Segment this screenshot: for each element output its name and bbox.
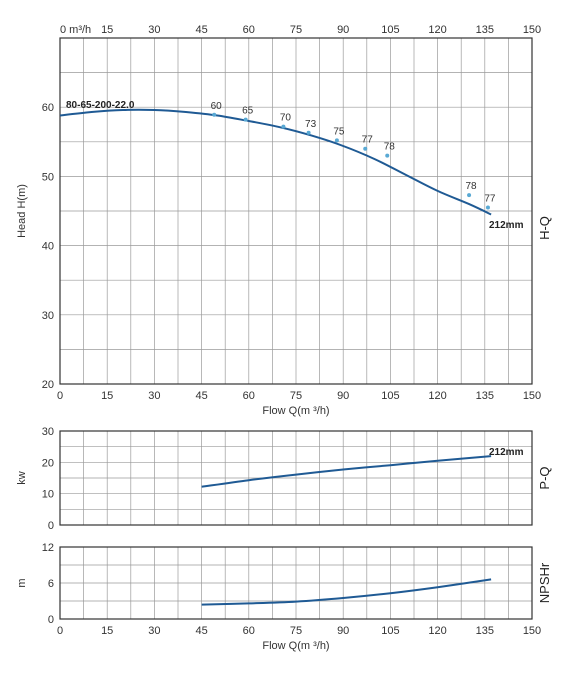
plot-frame — [59, 546, 533, 620]
y-tick-label: 60 — [42, 102, 54, 114]
y-axis-title-m: m — [16, 578, 28, 587]
x-tick-label: 30 — [148, 625, 160, 637]
efficiency-label: 70 — [280, 113, 292, 124]
x-tick-label: 135 — [476, 625, 494, 637]
y-tick-label: 10 — [42, 489, 54, 501]
x-tick-label: 15 — [101, 625, 113, 637]
top-axis-unit-label: 0 m³/h — [60, 24, 91, 36]
x-tick-label: 120 — [428, 625, 446, 637]
efficiency-point — [306, 130, 311, 135]
x-tick-label: 45 — [195, 625, 207, 637]
model-label: 80-65-200-22.0 — [66, 100, 135, 111]
top-axis-tick-label: 15 — [101, 24, 113, 36]
y-tick-label: 20 — [42, 379, 54, 391]
top-axis-tick-label: 90 — [337, 24, 349, 36]
x-tick-label: 90 — [337, 390, 349, 402]
x-tick-label: 75 — [290, 390, 302, 402]
efficiency-point — [385, 153, 390, 158]
x-tick-label: 90 — [337, 625, 349, 637]
x-tick-label: 0 — [57, 625, 63, 637]
efficiency-point — [485, 205, 490, 210]
top-axis-tick-label: 120 — [428, 24, 446, 36]
pq-curve — [201, 455, 492, 488]
x-tick-label: 60 — [243, 625, 255, 637]
efficiency-label: 77 — [484, 194, 496, 205]
top-axis-tick-label: 150 — [523, 24, 541, 36]
efficiency-label: 65 — [242, 106, 254, 117]
efficiency-point — [212, 112, 217, 117]
top-axis-tick-label: 75 — [290, 24, 302, 36]
efficiency-label: 73 — [305, 119, 317, 130]
y-tick-label: 30 — [42, 426, 54, 438]
efficiency-point — [334, 138, 339, 143]
top-axis-tick-label: 30 — [148, 24, 160, 36]
x-tick-label: 120 — [428, 390, 446, 402]
side-label-pq: P-Q — [537, 466, 552, 489]
x-tick-label: 75 — [290, 625, 302, 637]
y-tick-label: 0 — [48, 520, 54, 532]
y-axis-title-head: Head H(m) — [16, 184, 28, 238]
y-tick-label: 6 — [48, 578, 54, 590]
efficiency-label: 77 — [362, 135, 374, 146]
x-tick-label: 105 — [381, 390, 399, 402]
x-tick-label: 15 — [101, 390, 113, 402]
efficiency-point — [363, 146, 368, 151]
y-tick-label: 12 — [42, 542, 54, 554]
top-axis-tick-label: 105 — [381, 24, 399, 36]
hq-panel: 20 30 40 50 60 0 15 30 45 60 75 90 105 120 135 150 0 m³/… — [16, 24, 552, 417]
efficiency-label: 60 — [211, 101, 223, 112]
x-tick-label: 45 — [195, 390, 207, 402]
top-axis-tick-label: 135 — [476, 24, 494, 36]
y-axis-title-kw: kw — [16, 471, 28, 485]
efficiency-point — [281, 124, 286, 129]
x-tick-label: 0 — [57, 390, 63, 402]
y-tick-label: 0 — [48, 614, 54, 626]
x-tick-label: 135 — [476, 390, 494, 402]
top-axis-tick-label: 45 — [195, 24, 207, 36]
y-tick-label: 40 — [42, 241, 54, 253]
x-axis-title-flow-bottom: Flow Q(m ³/h) — [262, 640, 329, 652]
npsh-curve — [201, 578, 492, 606]
y-tick-label: 50 — [42, 171, 54, 183]
x-tick-label: 105 — [381, 625, 399, 637]
x-tick-label: 60 — [243, 390, 255, 402]
side-label-hq: H-Q — [537, 216, 552, 240]
x-tick-label: 150 — [523, 390, 541, 402]
plot-frame — [59, 430, 533, 526]
efficiency-point — [467, 193, 472, 198]
impeller-size-label: 212mm — [489, 220, 524, 231]
x-tick-label: 150 — [523, 625, 541, 637]
impeller-size-label-pq: 212mm — [489, 447, 524, 458]
x-axis-title-flow: Flow Q(m ³/h) — [262, 405, 329, 417]
pq-panel: 0 10 20 30 kw P-Q 212mm — [16, 426, 552, 532]
x-tick-label: 30 — [148, 390, 160, 402]
hq-curve — [59, 108, 492, 216]
efficiency-label: 75 — [333, 126, 345, 137]
efficiency-label: 78 — [384, 142, 396, 153]
side-label-npshr: NPSHr — [537, 562, 552, 603]
y-tick-label: 20 — [42, 457, 54, 469]
y-tick-label: 30 — [42, 310, 54, 322]
plot-frame — [59, 37, 533, 385]
efficiency-label: 78 — [466, 181, 478, 192]
top-axis-tick-label: 60 — [243, 24, 255, 36]
efficiency-point — [243, 117, 248, 122]
